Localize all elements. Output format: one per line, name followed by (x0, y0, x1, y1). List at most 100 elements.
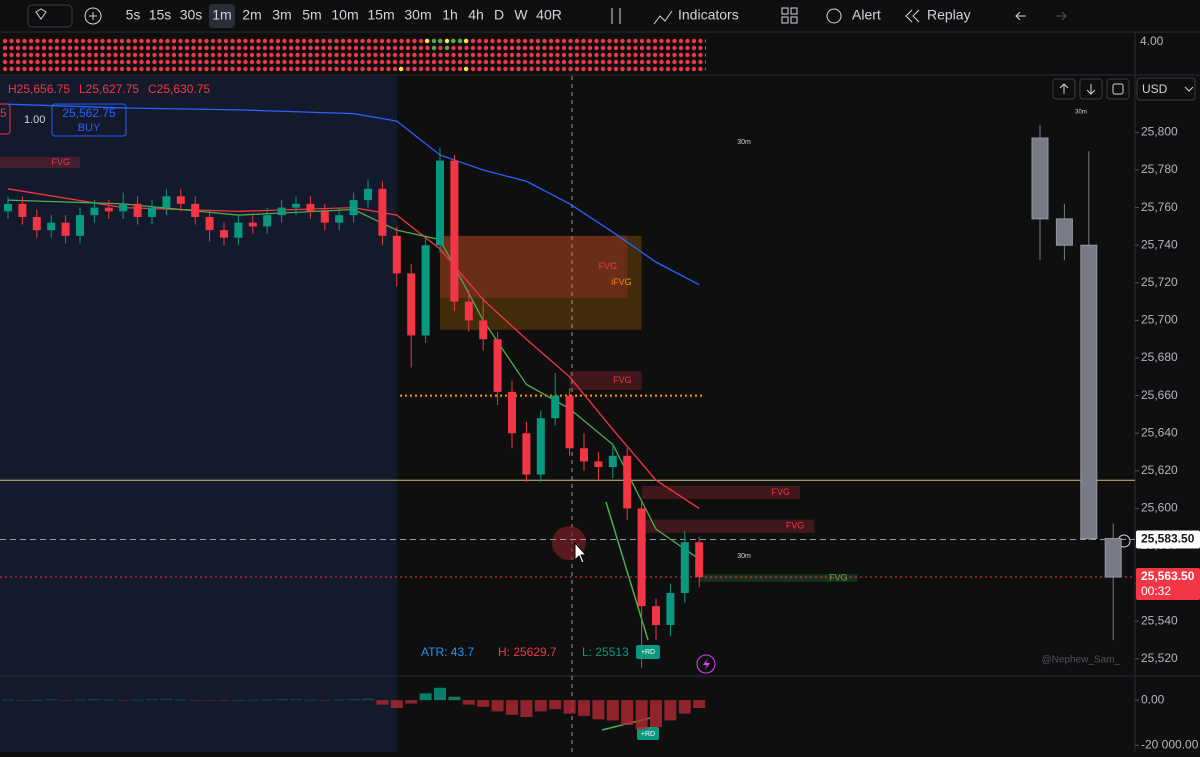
histogram-bar (45, 699, 58, 701)
currency-select[interactable] (1136, 77, 1196, 101)
histogram-bar (218, 700, 230, 702)
toolbar (0, 0, 1200, 32)
redo-button[interactable] (1056, 11, 1067, 21)
interval-button[interactable]: 2m (242, 7, 261, 23)
symbol-button[interactable] (27, 4, 73, 28)
buy-button[interactable] (51, 103, 127, 137)
interval-button[interactable]: 3m (272, 7, 291, 23)
histogram-bar (275, 699, 288, 701)
candle-body (306, 203, 315, 212)
interval-button[interactable]: 40R (536, 7, 562, 23)
y-tick-label: 25,620 (1141, 463, 1178, 477)
htf-body (1031, 137, 1049, 220)
histogram-bar (333, 699, 346, 701)
event-icon[interactable] (696, 654, 716, 674)
candle-body (277, 207, 286, 216)
undo-button[interactable] (1015, 11, 1026, 21)
histogram-bar (347, 699, 360, 701)
candle-body (637, 508, 646, 607)
histogram-bar (477, 700, 490, 707)
interval-button[interactable]: 1h (442, 7, 458, 23)
candle-body (551, 395, 560, 419)
badge-text: +RD (641, 649, 655, 656)
moving-average (7, 103, 700, 286)
candle-body (76, 215, 84, 236)
histogram-bar (664, 700, 677, 721)
diamond-icon (35, 8, 47, 20)
histogram-bar (174, 699, 187, 701)
candle-body (436, 160, 444, 246)
low-stat: L: 25513 (582, 645, 629, 659)
interval-button[interactable]: 10m (331, 7, 358, 23)
candle-body (263, 215, 272, 227)
candle-body (479, 320, 488, 340)
arrow-icon (1059, 83, 1069, 94)
reset-button[interactable] (1106, 78, 1130, 100)
signal-highlights (398, 38, 469, 72)
y-tick-label: 25,800 (1141, 125, 1178, 139)
interval-button[interactable]: 1m (212, 7, 231, 23)
interval-button[interactable]: 30m (404, 7, 431, 23)
histogram-bar (534, 700, 547, 712)
histogram-bar (549, 700, 562, 710)
candle-body (61, 222, 70, 236)
signal-tick-label: 4.00 (1140, 34, 1164, 48)
histogram-bar (635, 700, 648, 730)
scroll-up-button[interactable] (1052, 78, 1076, 100)
histogram-bar (390, 700, 403, 709)
histogram-bar (491, 700, 504, 712)
indicators-button[interactable]: Indicators (678, 7, 739, 23)
countdown: 00:32 (1141, 584, 1171, 598)
interval-button[interactable]: 15m (367, 7, 394, 23)
layout-icon (781, 16, 789, 24)
htf-label: 30m (737, 553, 751, 560)
reset-icon (1112, 83, 1124, 95)
alert-button[interactable]: Alert (852, 7, 881, 23)
add-button[interactable] (84, 7, 102, 25)
buy-price: 25,562.75 (62, 106, 116, 120)
candle-body (421, 245, 430, 336)
histogram-bar (131, 699, 144, 701)
candle-body (666, 593, 675, 625)
chart-type-icon[interactable] (611, 8, 621, 24)
htf-body (1104, 538, 1122, 578)
candle-body (292, 203, 300, 208)
histogram-bar (290, 699, 302, 701)
htf-label: 30m (737, 139, 751, 146)
interval-button[interactable]: 5s (126, 7, 141, 23)
sell-button[interactable] (0, 103, 11, 135)
interval-button[interactable]: W (514, 7, 528, 23)
y-tick-label: 25,640 (1141, 425, 1178, 439)
histogram-bar (246, 699, 259, 701)
fvg-label: FVG (829, 572, 848, 582)
interval-button[interactable]: 5m (302, 7, 321, 23)
interval-button[interactable]: D (494, 7, 504, 23)
interval-button[interactable]: 15s (149, 7, 172, 23)
histogram-bar (621, 700, 634, 725)
divergence-badge (637, 727, 659, 740)
candle-body (695, 542, 704, 578)
legend-low: L25,627.75 (79, 82, 139, 96)
candle-body (464, 301, 473, 321)
candle-body (320, 211, 329, 223)
y-tick-label: 25,680 (1141, 350, 1178, 364)
interval-button[interactable]: 4h (468, 7, 484, 23)
fvg-zone (569, 371, 642, 390)
interval-button[interactable]: 30s (180, 7, 203, 23)
atr-stat: ATR: 43.7 (421, 645, 474, 659)
candle-body (162, 196, 171, 208)
candle-body (623, 455, 632, 509)
y-tick-label: 0.00 (1141, 692, 1165, 706)
histogram-bar (2, 699, 14, 701)
fvg-label: iFVG (611, 277, 632, 287)
y-tick-label: 25,600 (1141, 501, 1178, 515)
replay-button[interactable]: Replay (927, 7, 971, 23)
histogram-bar (59, 700, 72, 702)
legend-high: H25,656.75 (8, 82, 70, 96)
bolt-icon (703, 658, 710, 670)
layout-icon[interactable] (781, 7, 789, 15)
histogram-bar (448, 696, 461, 701)
scroll-down-button[interactable] (1079, 78, 1103, 100)
fvg-zone (440, 235, 642, 330)
